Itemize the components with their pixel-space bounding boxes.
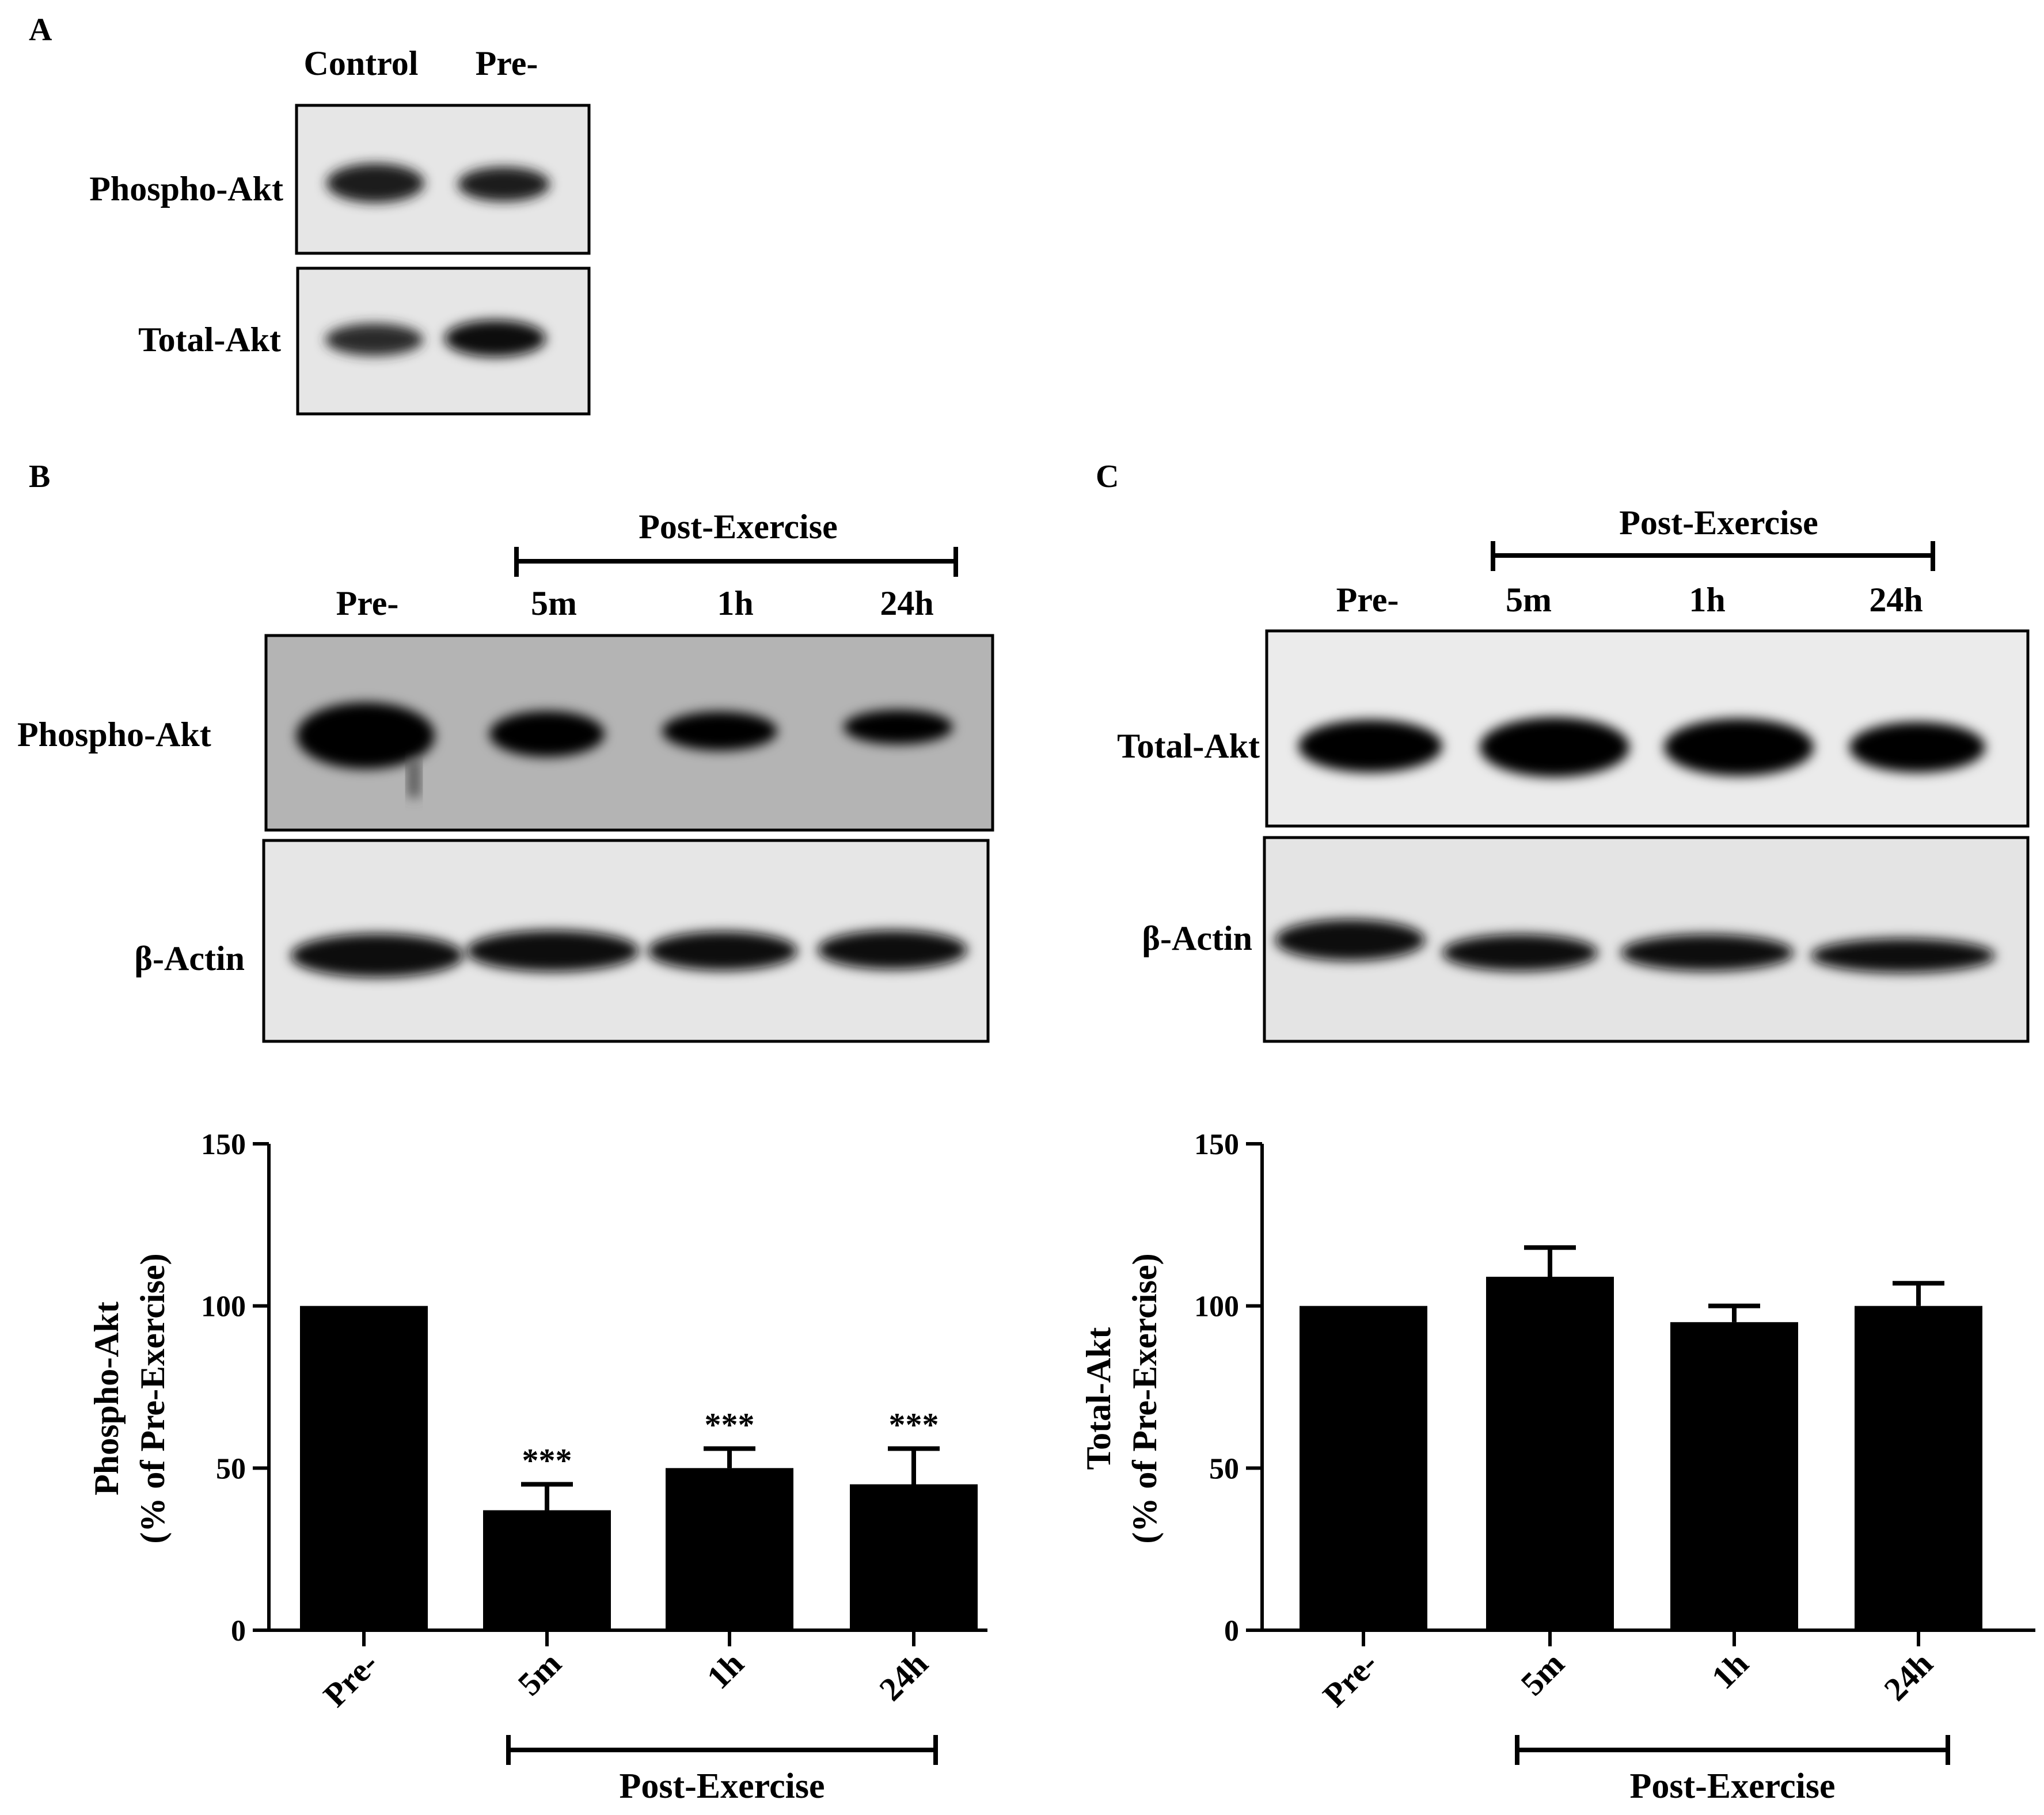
blot-b-actin-band-1h — [648, 931, 797, 971]
blot-c-actin-band-pre — [1275, 919, 1425, 961]
blot-c-row-actin: β-Actin — [1142, 919, 1252, 957]
blot-c-lane-24h: 24h — [1869, 581, 1923, 619]
chart-c: 0 50 100 150 Total-Akt (% of Pre-Exercise) Pre… — [1080, 1128, 2035, 1806]
chart-c-bar-pre — [1300, 1306, 1427, 1630]
chart-c-bar-5m — [1486, 1276, 1614, 1630]
chart-b-bar-24h — [850, 1484, 978, 1630]
chart-c-x-tick-label-5m: 5m — [1514, 1645, 1572, 1703]
chart-b-bar-5m — [483, 1510, 611, 1630]
blot-a-phospho-band-control — [326, 163, 424, 203]
blot-c-total-membrane — [1265, 629, 2030, 828]
chart-c-y-tick-label: 50 — [1209, 1452, 1239, 1485]
blot-c-lane-pre: Pre- — [1336, 581, 1399, 619]
blot-b-phospho-smear — [408, 760, 420, 797]
chart-b-y-tick-label: 0 — [231, 1615, 246, 1647]
blot-a-total-membrane — [296, 267, 591, 416]
chart-b-significance-24h: *** — [889, 1406, 939, 1444]
blot-b-phospho-band-1h — [662, 711, 777, 751]
chart-c-x-tick-label-24h: 24h — [1876, 1645, 1940, 1708]
blot-c-total-band-pre — [1298, 720, 1442, 773]
blot-b-lane-1h: 1h — [717, 584, 753, 622]
blot-a-total-band-pre — [444, 320, 546, 357]
blot-c-actin-band-5m — [1442, 934, 1598, 971]
blot-c-total-band-5m — [1480, 717, 1629, 777]
blot-b-row-phospho: Phospho-Akt — [17, 716, 211, 754]
blot-c-actin-band-1h — [1621, 934, 1794, 971]
blot-b-lane-5m: 5m — [531, 584, 577, 622]
chart-c-y-label: Total-Akt — [1080, 1327, 1118, 1470]
chart-c-x-tick-label-1h: 1h — [1704, 1645, 1756, 1696]
chart-c-bar-1h — [1670, 1322, 1798, 1630]
chart-c-y-tick-label: 150 — [1194, 1128, 1239, 1161]
blot-b-group-label: Post-Exercise — [639, 508, 837, 546]
blot-a-lane-pre: Pre- — [476, 44, 538, 82]
blot-c-group-bracket — [1491, 541, 1935, 571]
chart-c-y-tick-label: 0 — [1224, 1615, 1239, 1647]
blot-a-total-band-control — [325, 324, 423, 356]
blot-b-row-actin: β-Actin — [134, 939, 245, 977]
chart-c-y-label-2: (% of Pre-Exercise) — [1126, 1253, 1164, 1543]
chart-b-bar-1h — [666, 1468, 793, 1630]
blot-c-actin-band-24h — [1811, 938, 1995, 973]
blot-b-phospho-band-24h — [844, 710, 953, 744]
chart-b-x-tick-label-5m: 5m — [511, 1645, 569, 1703]
blot-a-phospho-band-pre — [458, 167, 550, 201]
chart-b-x-tick-label-24h: 24h — [872, 1645, 935, 1708]
chart-b-x-tick-label-pre: Pre- — [316, 1645, 385, 1714]
blot-c-actin-membrane — [1263, 836, 2030, 1043]
blot-c-total-band-24h — [1849, 722, 1985, 773]
chart-b-y-tick-label: 100 — [201, 1291, 246, 1323]
chart-b-bar-pre — [300, 1306, 428, 1630]
blot-b-lane-pre: Pre- — [336, 584, 399, 622]
chart-b-significance-1h: *** — [705, 1406, 755, 1444]
blot-b-actin-band-5m — [466, 930, 639, 972]
blot-c-group-label: Post-Exercise — [1619, 504, 1818, 542]
blot-b-actin-membrane — [262, 839, 990, 1043]
blot-a-phospho-membrane — [295, 104, 591, 255]
chart-b-group-label: Post-Exercise — [620, 1767, 825, 1806]
panel-label-a: A — [29, 12, 52, 48]
blot-c-row-total: Total-Akt — [1117, 727, 1260, 765]
blot-c-lane-1h: 1h — [1689, 581, 1725, 619]
chart-c-bar-24h — [1855, 1306, 1982, 1630]
blot-b-lane-24h: 24h — [880, 584, 933, 622]
blot-b-actin-band-pre — [291, 934, 463, 977]
blot-a-row-phospho: Phospho-Akt — [89, 170, 283, 208]
panel-label-b: B — [29, 459, 50, 494]
chart-b-x-tick-label-1h: 1h — [700, 1645, 751, 1696]
blot-a-lane-control: Control — [304, 44, 419, 82]
chart-b-y-tick-label: 50 — [216, 1452, 246, 1485]
panel-label-c: C — [1096, 459, 1119, 494]
blot-a-row-total: Total-Akt — [138, 321, 281, 359]
blot-b-phospho-membrane — [264, 634, 994, 832]
blot-b-group-bracket — [514, 547, 958, 577]
blot-b-actin-band-24h — [818, 930, 967, 969]
chart-c-y-tick-label: 100 — [1194, 1291, 1239, 1323]
chart-b-y-label: Phospho-Akt — [88, 1302, 126, 1496]
chart-b: 0 50 100 150 Phospho-Akt (% of Pre-Exercise) P… — [88, 1128, 987, 1806]
blot-c-lane-5m: 5m — [1506, 581, 1552, 619]
blot-b-phospho-band-pre — [297, 702, 435, 769]
chart-b-y-tick-label: 150 — [201, 1128, 246, 1161]
blot-c-total-band-1h — [1664, 718, 1814, 776]
chart-c-x-tick-label-pre: Pre- — [1316, 1645, 1385, 1714]
chart-b-y-label-2: (% of Pre-Exercise) — [134, 1253, 172, 1543]
chart-b-significance-5m: *** — [522, 1442, 572, 1479]
blot-b-phospho-band-5m — [489, 711, 605, 757]
chart-c-group-label: Post-Exercise — [1630, 1767, 1836, 1806]
